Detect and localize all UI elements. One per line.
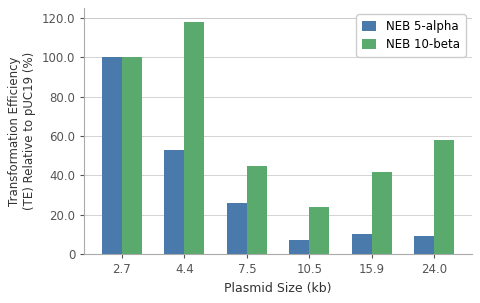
Bar	[372, 171, 392, 254]
Bar	[102, 58, 122, 254]
Bar	[184, 22, 204, 254]
Bar	[309, 207, 329, 254]
Legend: NEB 5-alpha, NEB 10-beta: NEB 5-alpha, NEB 10-beta	[356, 14, 466, 57]
Bar	[165, 150, 184, 254]
Bar	[414, 236, 434, 254]
Y-axis label: Transformation Efficiency
(TE) Relative to pUC19 (%): Transformation Efficiency (TE) Relative …	[8, 52, 36, 210]
Bar	[434, 140, 454, 254]
Bar	[289, 240, 309, 254]
Bar	[122, 58, 142, 254]
Bar	[247, 166, 267, 254]
X-axis label: Plasmid Size (kb): Plasmid Size (kb)	[224, 282, 332, 295]
Bar	[227, 203, 247, 254]
Bar	[352, 235, 372, 254]
